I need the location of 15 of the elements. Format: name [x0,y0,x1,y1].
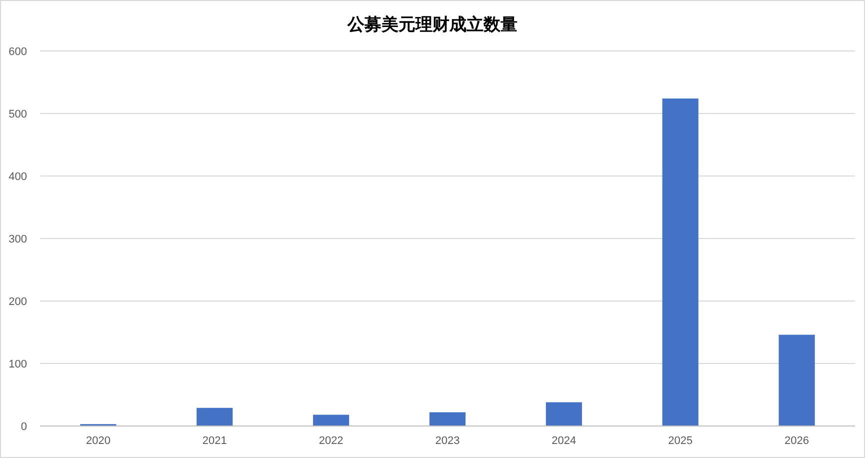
y-tick-label: 300 [8,234,27,246]
x-tick-label: 2025 [668,435,693,447]
y-tick-label: 100 [8,358,27,370]
y-tick-label: 200 [8,296,27,308]
x-tick-label: 2023 [435,435,460,447]
x-tick-label: 2026 [784,435,810,447]
y-tick-label: 400 [8,171,27,183]
y-tick-label: 0 [20,421,27,433]
y-tick-label: 500 [8,108,27,120]
y-tick-label: 600 [8,46,27,58]
chart-title: 公募美元理财成立数量 [346,15,518,34]
x-tick-label: 2022 [318,435,344,447]
x-tick-label: 2021 [202,435,227,447]
x-tick-label: 2024 [552,435,576,447]
x-tick-label: 2020 [86,435,110,447]
